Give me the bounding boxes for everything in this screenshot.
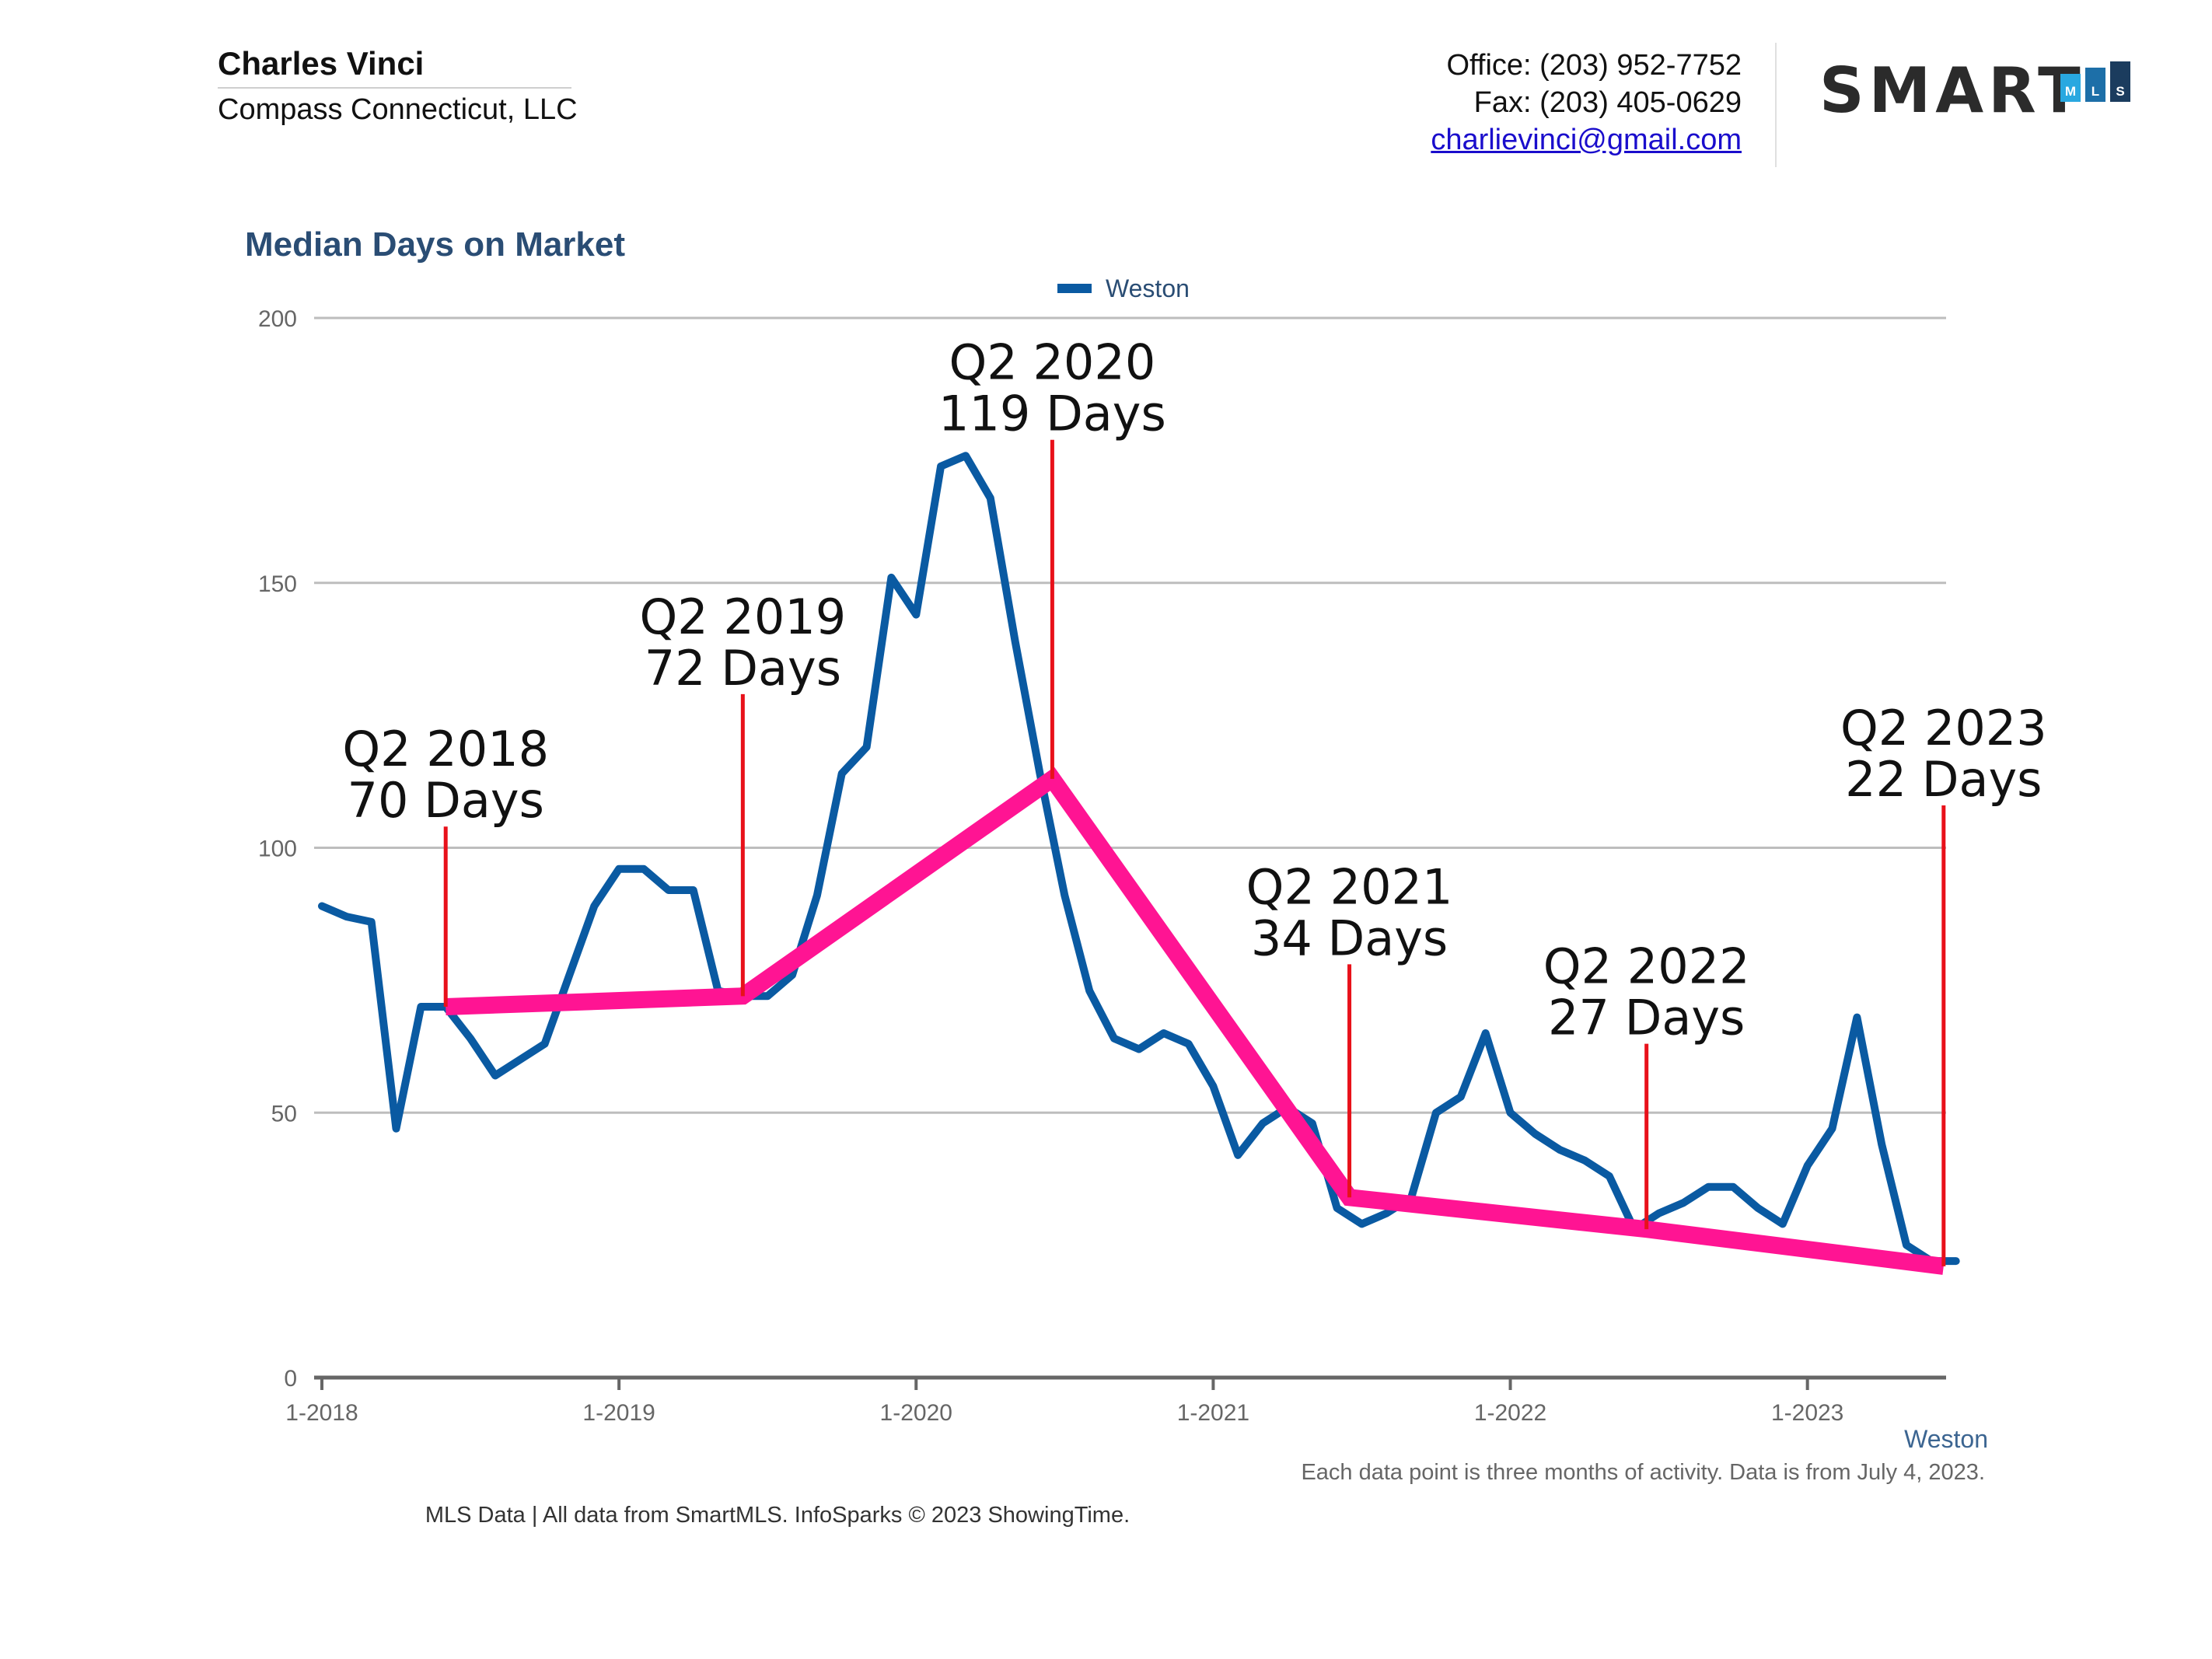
- annotation-label-quarter: Q2 2018: [342, 721, 549, 777]
- annotation-label-days: 70 Days: [348, 772, 544, 829]
- y-tick-label: 100: [258, 836, 297, 862]
- axis-layer: 0 50 100 150 200 1-2018 1-2019 1-2020 1-2021 1-20…: [258, 306, 1988, 1453]
- logo-box-m: M: [2060, 74, 2081, 102]
- annotation-label-days: 22 Days: [1845, 751, 2042, 808]
- annotation-label-quarter: Q2 2022: [1543, 938, 1750, 995]
- series-line-weston: [318, 452, 1960, 1266]
- x-tick-label: 1-2019: [582, 1400, 655, 1426]
- agent-company: Compass Connecticut, LLC: [218, 93, 578, 126]
- grid-layer: [314, 316, 1946, 1114]
- x-tick-label: 1-2022: [1474, 1400, 1546, 1426]
- series-layer: [318, 452, 1960, 1266]
- header-divider: [218, 87, 571, 89]
- annotation-label-days: 34 Days: [1251, 910, 1448, 966]
- office-phone: Office: (203) 952-7752: [1446, 49, 1742, 82]
- y-tick-label: 0: [284, 1366, 297, 1392]
- logo-box-s: S: [2110, 61, 2130, 102]
- annotation-label-quarter: Q2 2021: [1246, 858, 1453, 915]
- smartmls-logo: SMART M L S: [1819, 54, 2130, 127]
- annotation-label-days: 27 Days: [1548, 990, 1745, 1046]
- legend: Weston: [1057, 274, 1190, 302]
- trend-layer: [445, 767, 1945, 1275]
- x-axis-series-label: Weston: [1904, 1425, 1988, 1453]
- legend-label: Weston: [1106, 274, 1190, 302]
- annotation-label-days: 119 Days: [938, 386, 1166, 442]
- trend-line: [445, 767, 1945, 1275]
- logo-box-l: L: [2085, 68, 2105, 102]
- fax-number: Fax: (203) 405-0629: [1473, 86, 1742, 119]
- agent-name: Charles Vinci: [218, 45, 425, 82]
- annotation-label-quarter: Q2 2023: [1840, 700, 2047, 756]
- x-tick-label: 1-2021: [1177, 1400, 1249, 1426]
- footnote: Each data point is three months of activ…: [1301, 1460, 1985, 1485]
- email-link[interactable]: charlievinci@gmail.com: [1431, 124, 1742, 156]
- chart-title: Median Days on Market: [245, 225, 626, 264]
- annotation-label-days: 72 Days: [645, 640, 841, 697]
- header-vertical-separator: [1775, 43, 1777, 167]
- x-tick-label: 1-2023: [1771, 1400, 1843, 1426]
- y-tick-label: 50: [271, 1101, 297, 1126]
- x-tick-label: 1-2020: [880, 1400, 952, 1426]
- x-tick-label: 1-2018: [285, 1400, 358, 1426]
- logo-mls-boxes: M L S: [2060, 61, 2130, 102]
- data-credit: MLS Data | All data from SmartMLS. InfoS…: [425, 1503, 1130, 1528]
- contact-block: Office: (203) 952-7752 Fax: (203) 405-06…: [1431, 47, 1742, 159]
- annotation-label-quarter: Q2 2019: [639, 589, 846, 645]
- y-tick-label: 150: [258, 571, 297, 597]
- annotation-label-quarter: Q2 2020: [949, 334, 1156, 391]
- y-tick-label: 200: [258, 306, 297, 332]
- logo-text: SMART: [1819, 54, 2085, 127]
